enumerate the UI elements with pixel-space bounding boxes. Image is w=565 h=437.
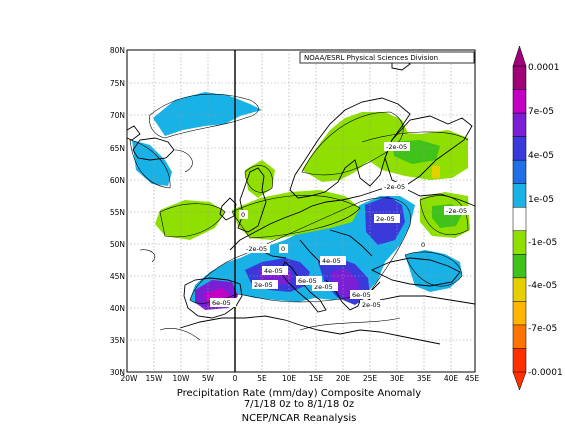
svg-text:0: 0 — [421, 241, 425, 249]
colorbar-swatch — [512, 254, 527, 279]
caption-line-1: Precipitation Rate (mm/day) Composite An… — [176, 388, 422, 399]
lon-label: 35E — [417, 374, 432, 383]
contour-label: 2e-05 — [312, 282, 338, 291]
lat-labels: 80N 75N 70N 65N 60N 55N 50N 45N 40N 35N … — [110, 46, 125, 377]
lat-label: 70N — [110, 111, 125, 120]
contour-label: -2e-05 — [244, 244, 270, 253]
contour-label: 2e-05 — [374, 214, 400, 223]
caption-line-2: 7/1/18 0z to 8/1/18 0z — [243, 399, 355, 410]
svg-text:4e-05: 4e-05 — [264, 267, 283, 275]
contour-label: -2e-05 — [444, 206, 470, 215]
lon-label: 15E — [309, 374, 324, 383]
svg-text:4e-05: 4e-05 — [322, 257, 341, 265]
contour-label: 0 — [239, 210, 248, 219]
svg-text:-2e-05: -2e-05 — [384, 183, 405, 191]
colorbar-swatch — [512, 277, 527, 302]
colorbar-label: -7e-05 — [528, 324, 557, 334]
svg-text:-2e-05: -2e-05 — [446, 207, 467, 215]
svg-text:2e-05: 2e-05 — [314, 283, 333, 291]
contour-label: 6e-05 — [296, 276, 322, 285]
colorbar-swatch — [512, 301, 527, 326]
svg-text:0: 0 — [241, 211, 245, 219]
lat-label: 40N — [110, 304, 125, 313]
colorbar-label: 7e-05 — [528, 107, 554, 117]
contour-label: 6e-05 — [210, 298, 236, 307]
contour-label: 4e-05 — [262, 266, 288, 275]
lat-label: 50N — [110, 240, 125, 249]
lon-label: 45E — [465, 374, 480, 383]
caption-line-3: NCEP/NCAR Reanalysis — [241, 413, 357, 424]
lat-label: 45N — [110, 272, 125, 281]
lon-label: 20E — [336, 374, 351, 383]
svg-text:-2e-05: -2e-05 — [386, 143, 407, 151]
credit-box — [299, 51, 475, 64]
lon-label: 5E — [257, 374, 267, 383]
anomaly-cyan-east — [405, 250, 462, 292]
colorbar-label: 4e-05 — [528, 151, 554, 161]
colorbar-swatch — [512, 348, 527, 373]
contour-label: 0 — [419, 240, 428, 249]
lon-label: 10W — [173, 374, 191, 383]
svg-text:-2e-05: -2e-05 — [246, 245, 267, 253]
anomaly-cyan-west — [132, 140, 172, 186]
contour-label: 4e-05 — [320, 256, 346, 265]
contour-label: -2e-05 — [382, 182, 408, 191]
lon-label: 10E — [282, 374, 297, 383]
lon-label: 25E — [363, 374, 378, 383]
svg-text:2e-05: 2e-05 — [362, 301, 381, 309]
lat-label: 30N — [110, 368, 125, 377]
lon-label: 20W — [121, 374, 139, 383]
lat-label: 60N — [110, 176, 125, 185]
contour-label: 0 — [279, 244, 288, 253]
credit-text: NOAA/ESRL Physical Sciences Division — [304, 54, 438, 62]
lon-label: 0 — [233, 374, 238, 383]
colorbar-label: -0.0001 — [528, 368, 563, 378]
svg-text:6e-05: 6e-05 — [352, 291, 371, 299]
colorbar-label: 1e-05 — [528, 195, 554, 205]
colorbar-swatch — [512, 324, 527, 350]
colorbar-swatch — [512, 65, 527, 91]
svg-text:2e-05: 2e-05 — [254, 281, 273, 289]
colorbar-swatch — [512, 159, 527, 185]
contour-label: 2e-05 — [252, 280, 278, 289]
lat-label: 35N — [110, 336, 125, 345]
lat-label: 65N — [110, 144, 125, 153]
anomaly-yellow-north — [432, 166, 440, 178]
colorbar-swatch — [512, 230, 527, 255]
anomaly-green-uk — [245, 160, 275, 198]
contour-label: -2e-05 — [384, 142, 410, 151]
colorbar — [512, 45, 527, 391]
colorbar-top-arrow — [512, 45, 527, 67]
colorbar-bottom-arrow — [512, 371, 527, 391]
contour-label: 2e-05 — [360, 300, 386, 309]
colorbar-swatch — [512, 89, 527, 114]
lon-label: 40E — [444, 374, 459, 383]
contour-label: 6e-05 — [350, 290, 376, 299]
anomaly-green-scandinavia — [302, 112, 410, 182]
svg-text:2e-05: 2e-05 — [376, 215, 395, 223]
contour-labels: -2e-05 -2e-05 -2e-05 -2e-05 2e-05 4e-05 … — [210, 142, 470, 309]
svg-text:6e-05: 6e-05 — [212, 299, 231, 307]
lat-label: 80N — [110, 46, 125, 55]
colorbar-labels: 0.0001 7e-05 4e-05 1e-05 -1e-05 -4e-05 -… — [528, 63, 563, 378]
colorbar-swatch — [512, 206, 527, 232]
lat-label: 75N — [110, 79, 125, 88]
anomaly-green-atlantic — [155, 200, 225, 240]
svg-text:6e-05: 6e-05 — [298, 277, 317, 285]
lon-label: 5W — [202, 374, 215, 383]
colorbar-label: -1e-05 — [528, 238, 557, 248]
colorbar-swatch — [512, 112, 527, 138]
lon-labels: 20W 15W 10W 5W 0 5E 10E 15E 20E 25E 30E … — [121, 374, 480, 383]
lon-label: 30E — [390, 374, 405, 383]
colorbar-swatch — [512, 136, 527, 161]
colorbar-label: 0.0001 — [528, 63, 560, 73]
svg-text:0: 0 — [281, 245, 285, 253]
colorbar-swatch — [512, 183, 527, 208]
lon-label: 15W — [146, 374, 164, 383]
colorbar-label: -4e-05 — [528, 281, 557, 291]
lat-label: 55N — [110, 208, 125, 217]
